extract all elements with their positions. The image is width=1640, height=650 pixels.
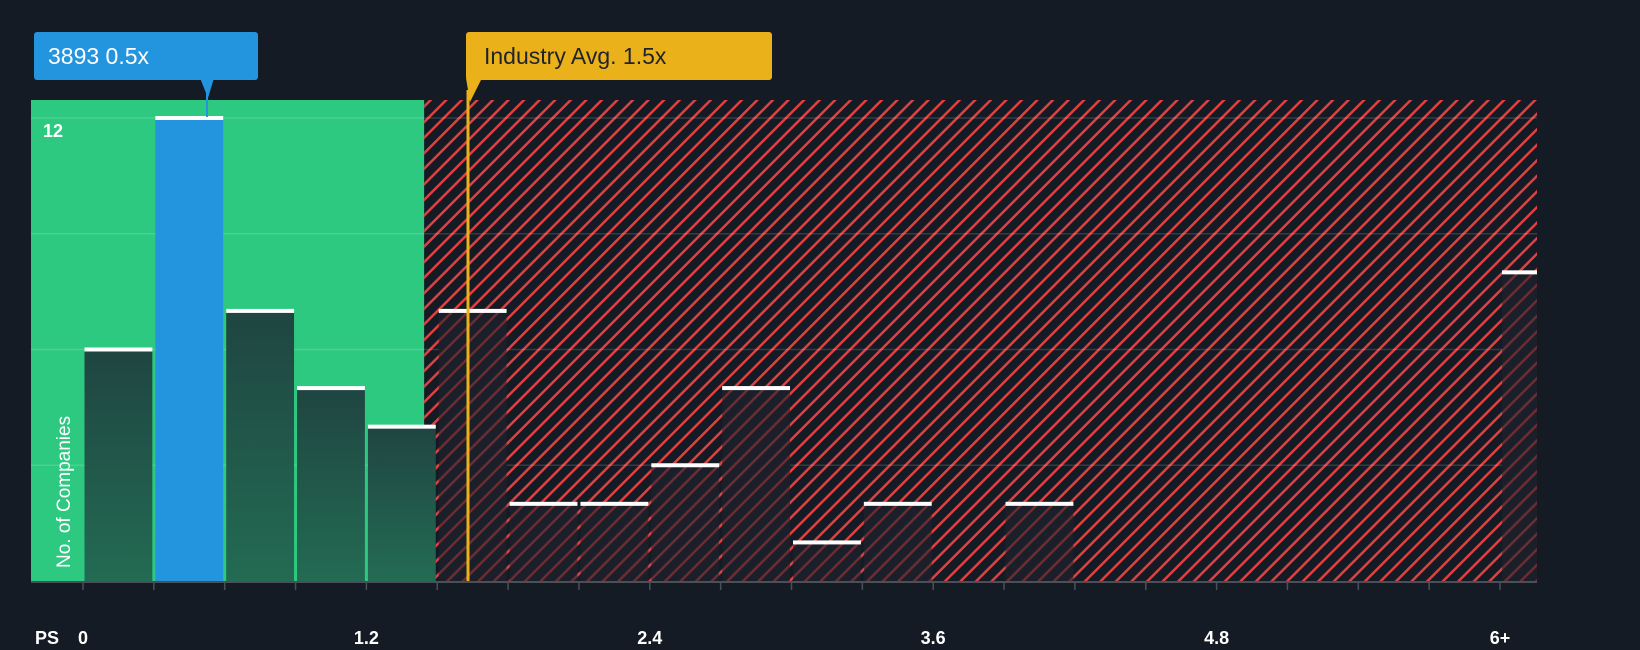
industry-pointer-tip xyxy=(466,78,482,102)
histogram-bar xyxy=(438,310,507,581)
x-axis xyxy=(31,581,1537,590)
bar-top-marker xyxy=(580,501,649,506)
bar-top-marker xyxy=(84,347,153,352)
industry-average-callout: Industry Avg. 1.5x xyxy=(466,32,772,80)
industry-average-line xyxy=(466,78,482,581)
company-pointer-tip xyxy=(200,78,214,98)
bar-top-marker xyxy=(438,308,507,313)
x-tick-label: 0 xyxy=(77,628,88,648)
bar-top-marker xyxy=(297,386,365,391)
histogram-bar xyxy=(367,426,436,581)
histogram-bars xyxy=(84,78,1537,581)
histogram-bar xyxy=(863,503,932,581)
overvalued-zone xyxy=(424,100,1537,581)
company-callout: 3893 0.5x xyxy=(34,32,258,80)
bar-top-marker xyxy=(722,386,790,391)
histogram-bar xyxy=(297,388,365,581)
x-tick-label: 4.8 xyxy=(1204,628,1230,648)
bar-top-marker xyxy=(367,424,436,429)
bar-top-marker xyxy=(226,308,295,313)
histogram-bar xyxy=(580,503,649,581)
company-callout-label: 3893 0.5x xyxy=(48,43,150,69)
histogram-bar xyxy=(1005,503,1074,581)
industry-average-label: Industry Avg. 1.5x xyxy=(484,43,667,69)
bar-top-marker xyxy=(863,501,932,506)
histogram-bar xyxy=(226,310,295,581)
y-top-tick-label: 12 xyxy=(43,121,64,141)
histogram-bar xyxy=(1502,272,1537,581)
x-tick-label: 2.4 xyxy=(637,628,663,648)
x-tick-label: 1.2 xyxy=(353,628,379,648)
bar-top-marker xyxy=(155,116,224,120)
histogram-bar xyxy=(651,465,720,581)
bar-top-marker xyxy=(651,463,720,468)
bar-top-marker xyxy=(1005,501,1074,506)
x-tick-label: 3.6 xyxy=(920,628,946,648)
bar-top-marker xyxy=(793,540,861,545)
histogram-bar xyxy=(722,388,790,581)
company-bar xyxy=(155,118,224,581)
histogram-bar xyxy=(84,349,153,581)
bar-top-marker xyxy=(509,501,578,506)
valuation-zones xyxy=(31,100,1537,581)
histogram-bar xyxy=(509,503,578,581)
bar-top-marker xyxy=(1502,270,1537,275)
y-axis-title: No. of Companies xyxy=(54,415,75,568)
x-tick-label: 6+ xyxy=(1489,628,1511,648)
x-axis-prefix: PS xyxy=(35,628,60,648)
histogram-bar xyxy=(793,542,861,581)
